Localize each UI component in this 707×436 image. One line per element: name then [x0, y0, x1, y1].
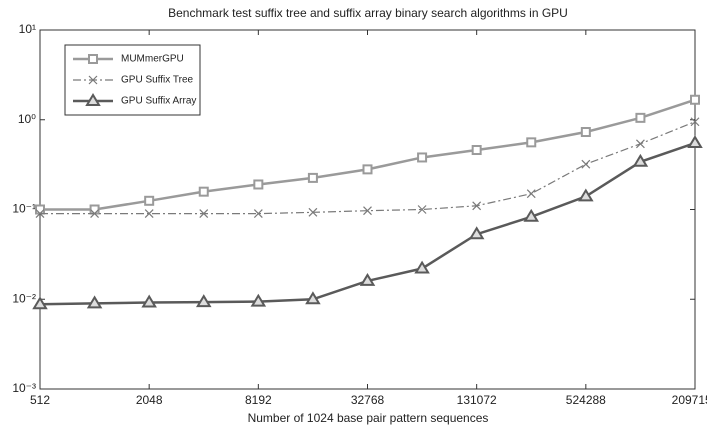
marker: [687, 135, 703, 149]
marker: [468, 226, 485, 240]
legend-label: MUMmerGPU: [121, 54, 184, 65]
marker: [472, 201, 482, 211]
marker: [635, 112, 646, 123]
marker: [199, 209, 209, 219]
marker: [253, 209, 263, 219]
marker: [580, 127, 591, 138]
x-tick-label: 32768: [351, 393, 385, 407]
marker: [363, 206, 372, 216]
x-tick-label: 8192: [245, 393, 272, 407]
marker: [690, 117, 700, 127]
marker: [35, 204, 45, 215]
marker: [305, 291, 321, 305]
marker: [308, 207, 318, 217]
marker: [359, 272, 376, 286]
y-tick-label: 10¹: [19, 22, 36, 36]
marker: [141, 294, 157, 308]
marker: [89, 204, 100, 215]
marker: [307, 172, 318, 183]
marker: [526, 137, 537, 148]
y-tick-label: 10⁻¹: [12, 202, 36, 216]
marker: [414, 260, 430, 274]
x-tick-label: 2048: [136, 393, 163, 407]
marker: [526, 189, 536, 199]
chart-title: Benchmark test suffix tree and suffix ar…: [168, 6, 568, 20]
series-line: [40, 98, 696, 211]
legend-label: GPU Suffix Tree: [121, 75, 194, 86]
marker: [471, 145, 482, 156]
x-tick-label: 131072: [457, 393, 497, 407]
marker: [144, 195, 155, 206]
marker: [523, 208, 540, 222]
y-tick-label: 10⁻³: [12, 381, 36, 395]
marker: [417, 152, 428, 163]
x-axis-label: Number of 1024 base pair pattern sequenc…: [248, 411, 489, 425]
legend-marker: [85, 93, 101, 106]
marker: [253, 179, 264, 190]
marker: [632, 153, 649, 167]
marker: [362, 164, 373, 175]
marker: [581, 159, 591, 169]
legend-marker: [88, 54, 98, 64]
marker: [690, 94, 700, 105]
x-tick-label: 512: [30, 393, 50, 407]
marker: [578, 188, 594, 202]
y-tick-label: 10⁰: [18, 112, 36, 126]
legend-marker: [88, 75, 98, 85]
marker: [198, 186, 209, 197]
x-tick-label: 2097152: [672, 393, 707, 407]
marker: [86, 295, 103, 309]
x-tick-label: 524288: [566, 393, 606, 407]
marker: [35, 209, 45, 219]
marker: [417, 205, 427, 214]
marker: [250, 293, 267, 307]
y-tick-label: 10⁻²: [12, 291, 36, 305]
marker: [32, 296, 48, 310]
marker: [144, 209, 154, 219]
marker: [635, 139, 645, 149]
marker: [90, 209, 100, 219]
marker: [195, 294, 212, 308]
legend-label: GPU Suffix Array: [121, 96, 196, 107]
